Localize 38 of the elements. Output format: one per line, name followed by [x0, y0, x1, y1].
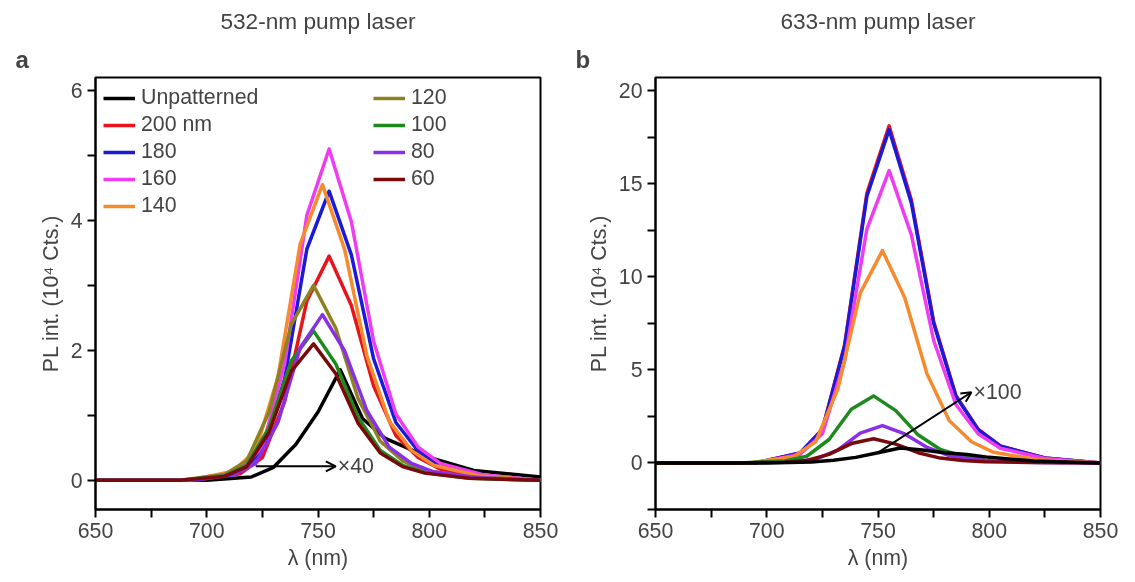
- x-tick-label: 650: [77, 518, 114, 543]
- chart-title: 633-nm pump laser: [780, 7, 977, 34]
- x-tick-label: 700: [748, 518, 785, 543]
- y-tick-label: 20: [618, 79, 643, 104]
- annotation: ×100: [973, 380, 1022, 405]
- x-tick-label: 750: [300, 518, 336, 543]
- y-tick-label: 2: [70, 338, 83, 363]
- x-tick-label: 850: [1082, 518, 1119, 543]
- y-tick-label: 0: [630, 451, 643, 476]
- legend-label: 100: [411, 112, 448, 137]
- y-tick-label: 4: [70, 208, 83, 233]
- x-axis-title: λ (nm): [847, 545, 909, 570]
- x-tick-label: 750: [860, 518, 896, 543]
- y-axis-title: PL int. (10⁴ Cts.): [586, 215, 611, 373]
- legend-label: 140: [141, 193, 178, 218]
- x-tick-label: 650: [637, 518, 674, 543]
- legend-label: 160: [141, 166, 178, 191]
- text: a: [15, 45, 30, 73]
- annotation: ×40: [337, 454, 375, 479]
- x-tick-label: 800: [971, 518, 1008, 543]
- y-tick-label: 0: [70, 468, 83, 493]
- chart-title: 532-nm pump laser: [220, 7, 417, 34]
- x-tick-label: 700: [188, 518, 225, 543]
- x-axis-title: λ (nm): [287, 545, 349, 570]
- x-tick-label: 850: [522, 518, 559, 543]
- y-tick-label: 15: [618, 172, 643, 197]
- text: b: [575, 45, 591, 73]
- legend-label: Unpatterned: [141, 85, 260, 110]
- legend-label: 120: [411, 85, 447, 109]
- legend-label: 80: [411, 139, 436, 164]
- legend-label: 200 nm: [141, 112, 214, 137]
- legend-label: 180: [141, 139, 178, 164]
- y-axis-title: PL int. (10⁴ Cts.): [38, 215, 63, 373]
- y-tick-label: 10: [618, 265, 643, 290]
- y-tick-label: 5: [630, 358, 643, 383]
- x-tick-label: 800: [411, 518, 448, 543]
- y-tick-label: 6: [70, 78, 83, 103]
- legend-label: 60: [411, 166, 435, 190]
